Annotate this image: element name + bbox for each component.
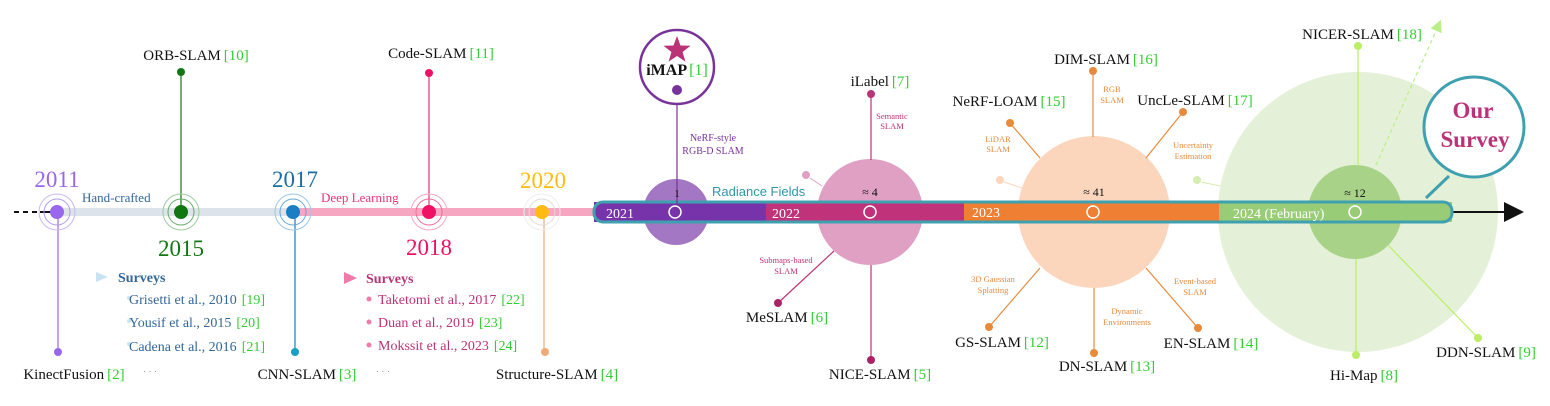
survey-right-item: Mokssit et al., 2023 [24] bbox=[378, 339, 517, 354]
method-niceslam: NICE-SLAM [5] bbox=[829, 367, 931, 383]
year-2018: 2018 bbox=[406, 235, 452, 260]
surveys-right-more: · · · bbox=[376, 366, 390, 376]
node-2017 bbox=[274, 193, 312, 231]
survey-left-item: Yousif et al., 2015 [20] bbox=[129, 316, 260, 331]
bar-2022: 2022 bbox=[772, 207, 800, 222]
annot-submaps: Submaps-based SLAM bbox=[759, 255, 813, 276]
survey-left-item: Grisetti et al., 2010 [19] bbox=[129, 293, 265, 308]
bar-2023: 2023 bbox=[972, 206, 1000, 221]
node-2018 bbox=[410, 193, 448, 231]
method-nicerslam: NICER-SLAM [18] bbox=[1302, 27, 1422, 43]
method-enslam: EN-SLAM [14] bbox=[1164, 336, 1259, 352]
method-imap: iMAP [1] bbox=[646, 62, 708, 79]
node-2020 bbox=[523, 193, 561, 231]
count-2023: ≈ 41 bbox=[1083, 185, 1105, 199]
bar-2021: 2021 bbox=[606, 207, 634, 222]
survey-right-item: Taketomi et al., 2017 [22] bbox=[378, 293, 525, 308]
future-arrow bbox=[1375, 19, 1442, 166]
count-2022: ≈ 4 bbox=[862, 185, 878, 199]
radiance-bar bbox=[592, 200, 1454, 224]
method-gsslam: GS-SLAM [12] bbox=[955, 335, 1049, 351]
method-ddnslam: DDN-SLAM [9] bbox=[1436, 345, 1536, 361]
method-kinectfusion: KinectFusion [2] bbox=[23, 367, 124, 383]
annot-semantic: Semantic SLAM bbox=[876, 111, 908, 131]
annot-event: Event-based SLAM bbox=[1174, 276, 1217, 297]
count-2024: ≈ 12 bbox=[1344, 186, 1366, 200]
surveys-right-title: Surveys bbox=[366, 272, 414, 287]
method-uncleslam: UncLe-SLAM [17] bbox=[1137, 93, 1252, 109]
node-2011 bbox=[38, 193, 76, 231]
method-structureslam: Structure-SLAM [4] bbox=[496, 367, 618, 383]
star-icon bbox=[663, 36, 691, 62]
method-meslam: MeSLAM [6] bbox=[746, 310, 828, 326]
method-dnslam: DN-SLAM [13] bbox=[1059, 359, 1155, 375]
method-ilabel: iLabel [7] bbox=[851, 74, 910, 90]
surveys-right: Surveys Taketomi et al., 2017 [22] Duan e… bbox=[344, 272, 525, 376]
method-dimslam: DIM-SLAM [16] bbox=[1054, 52, 1158, 68]
annot-lidar: LiDAR SLAM bbox=[985, 134, 1011, 154]
year-2011: 2011 bbox=[34, 167, 79, 192]
year-2017: 2017 bbox=[272, 167, 318, 192]
our-survey-line1: Our bbox=[1453, 98, 1494, 123]
era-deep-learning: Deep Learning bbox=[321, 190, 399, 205]
era-radiance-fields: Radiance Fields bbox=[712, 184, 806, 199]
annot-dynamic: Dynamic Environments bbox=[1103, 306, 1151, 327]
surveys-left-title: Surveys bbox=[118, 271, 166, 286]
era-handcrafted: Hand-crafted bbox=[82, 190, 151, 205]
method-codeslam: Code-SLAM [11] bbox=[388, 46, 494, 62]
method-cnnslam: CNN-SLAM [3] bbox=[258, 367, 357, 383]
year-2020: 2020 bbox=[520, 168, 566, 193]
our-survey-callout bbox=[1422, 75, 1526, 200]
bar-2024: 2024 (February) bbox=[1233, 207, 1325, 222]
method-himap: Hi-Map [8] bbox=[1330, 368, 1398, 384]
method-nerfloam: NeRF-LOAM [15] bbox=[953, 94, 1066, 110]
surveys-left: Surveys Grisetti et al., 2010 [19] Yousif… bbox=[96, 271, 265, 355]
kinect-more: · · · bbox=[143, 366, 157, 376]
annot-uncertainty: Uncertainty Estimation bbox=[1173, 140, 1214, 161]
annot-rgb: RGB SLAM bbox=[1100, 84, 1124, 105]
imap-highlight bbox=[638, 28, 716, 106]
triangle-icon bbox=[96, 272, 108, 282]
year-2015: 2015 bbox=[158, 236, 204, 261]
annot-gaussian: 3D Gaussian Splatting bbox=[971, 274, 1015, 295]
triangle-icon bbox=[344, 272, 357, 284]
era-band-deep-learning bbox=[293, 208, 593, 216]
annot-nerf-style: NeRF-style RGB-D SLAM bbox=[682, 133, 744, 157]
survey-right-item: Duan et al., 2019 [23] bbox=[378, 316, 502, 331]
count-2021: 1 bbox=[674, 188, 680, 200]
method-orbslam: ORB-SLAM [10] bbox=[143, 48, 249, 64]
survey-left-item: Cadena et al., 2016 [21] bbox=[129, 340, 265, 355]
node-2015 bbox=[162, 193, 200, 231]
our-survey-line2: Survey bbox=[1441, 127, 1511, 152]
